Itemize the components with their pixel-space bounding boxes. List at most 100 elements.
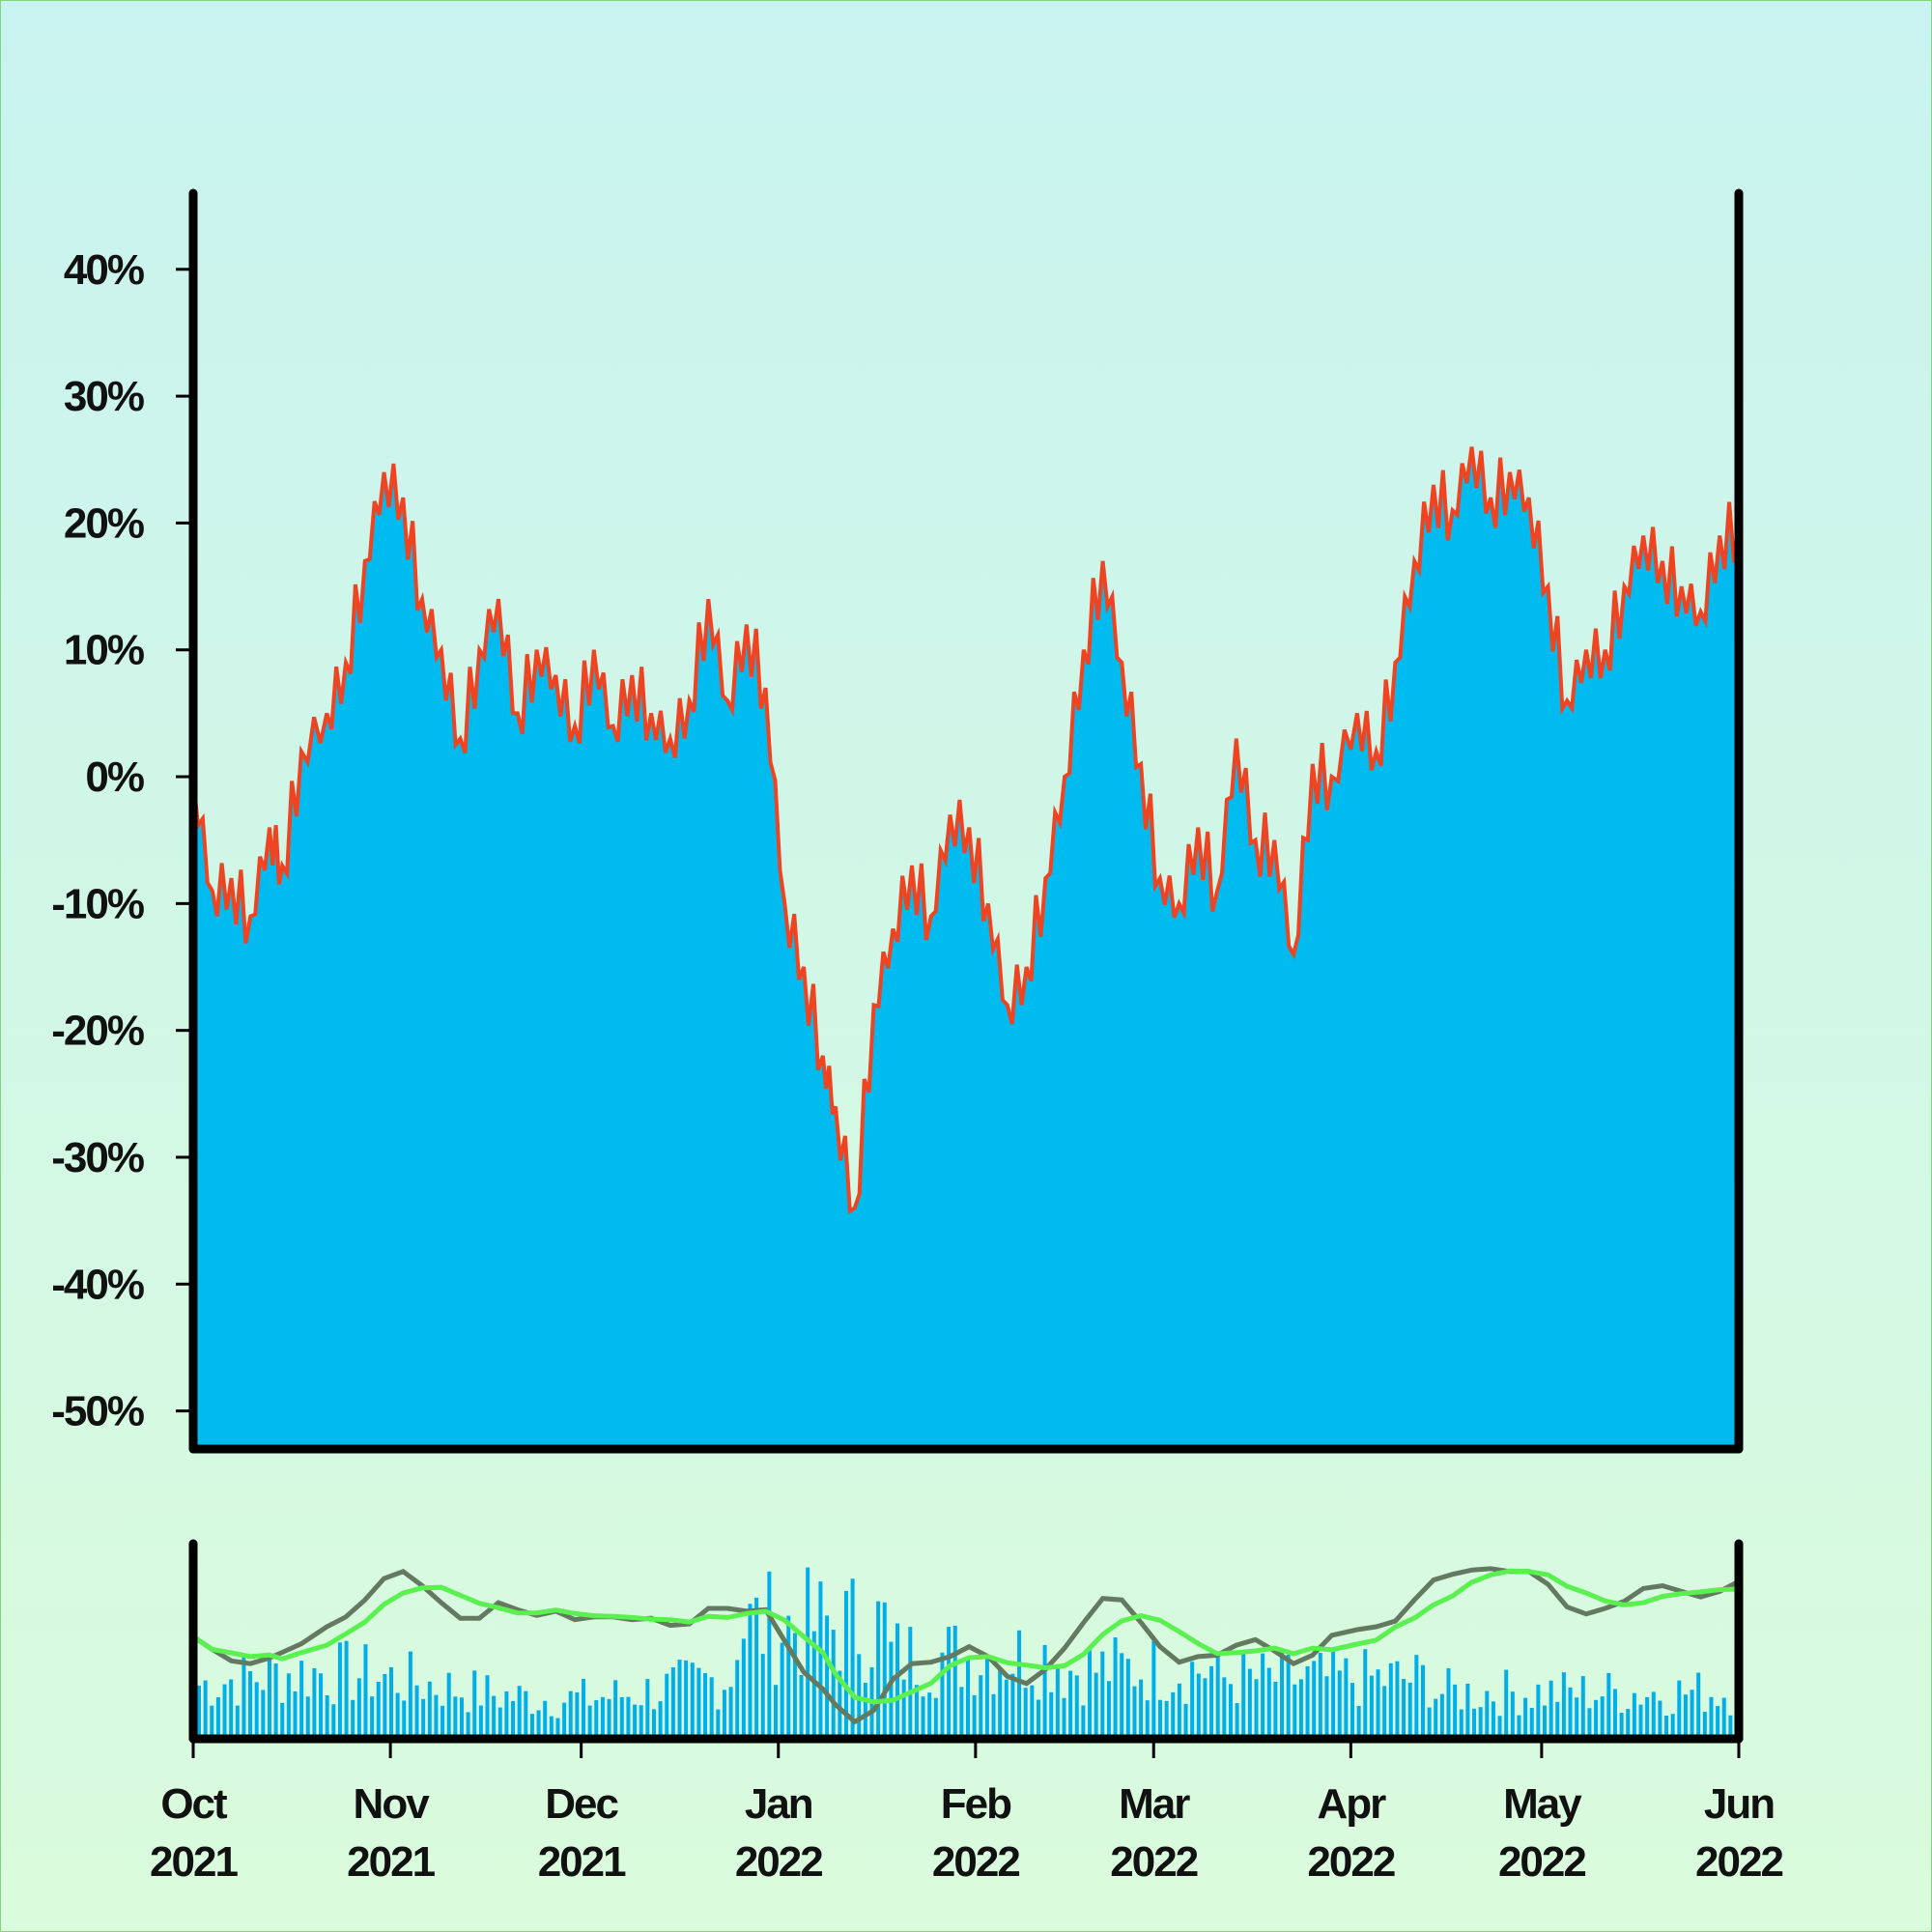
volume-bar: [1158, 1699, 1162, 1739]
volume-bar: [1113, 1637, 1118, 1739]
volume-bar: [594, 1700, 599, 1739]
volume-bar: [1222, 1677, 1227, 1739]
volume-bar: [959, 1687, 964, 1739]
volume-bar: [555, 1718, 560, 1739]
volume-bar: [1529, 1708, 1534, 1739]
volume-bar: [1106, 1681, 1111, 1739]
volume-bar: [1619, 1713, 1624, 1739]
volume-bar: [1632, 1692, 1636, 1739]
x-axis-ticks: Oct 2021 Nov 2021 Dec 2021 Jan 2022 Feb 2022 Mar 20…: [150, 1741, 1784, 1886]
volume-bar: [395, 1692, 400, 1739]
area-line: [191, 446, 1741, 1215]
volume-bar: [492, 1695, 497, 1739]
volume-bar: [908, 1627, 913, 1739]
volume-bar: [806, 1567, 810, 1739]
volume-bar: [497, 1707, 502, 1739]
volume-bar: [543, 1700, 548, 1739]
volume-bar: [1702, 1712, 1707, 1739]
volume-bar: [344, 1640, 349, 1739]
volume-bar: [434, 1694, 439, 1739]
volume-bar: [1728, 1715, 1733, 1739]
volume-bar: [1247, 1668, 1252, 1739]
volume-bar: [1344, 1658, 1349, 1739]
volume-bar: [210, 1705, 214, 1739]
volume-bar: [1575, 1697, 1579, 1739]
volume-bar: [984, 1657, 989, 1739]
volume-bar: [402, 1700, 407, 1739]
y-tick-label: 20%: [64, 499, 144, 547]
volume-bar: [914, 1685, 919, 1739]
moving-average-green: [191, 1568, 1740, 1705]
volume-bar: [485, 1675, 490, 1739]
volume-bar: [1100, 1651, 1105, 1739]
volume-bar: [991, 1693, 996, 1739]
x-tick-year: 2022: [735, 1838, 822, 1886]
x-tick-month: Dec: [545, 1780, 618, 1828]
volume-bar: [1151, 1640, 1156, 1739]
volume-bar: [1478, 1707, 1483, 1739]
volume-bar: [446, 1672, 451, 1739]
volume-bar: [1209, 1665, 1214, 1739]
volume-bar: [562, 1702, 567, 1739]
y-tick-label: 0%: [85, 753, 143, 801]
volume-bar: [1190, 1662, 1195, 1739]
volume-bar: [312, 1667, 317, 1739]
volume-bar: [947, 1627, 952, 1739]
volume-bar: [1485, 1690, 1490, 1739]
x-tick-month: Apr: [1317, 1780, 1386, 1828]
volume-bar: [1626, 1709, 1631, 1739]
x-tick-year: 2022: [1307, 1838, 1394, 1886]
volume-bar: [1690, 1690, 1694, 1739]
volume-bar: [741, 1638, 746, 1739]
volume-bar: [876, 1601, 881, 1739]
volume-bar: [1331, 1648, 1336, 1739]
volume-bar: [748, 1604, 753, 1739]
x-tick-month: May: [1503, 1780, 1582, 1828]
volume-bar: [363, 1644, 368, 1739]
x-tick-year: 2022: [1498, 1838, 1585, 1886]
volume-bar: [248, 1671, 253, 1739]
volume-bar: [677, 1660, 682, 1739]
volume-bar: [972, 1694, 977, 1739]
y-tick-label: 40%: [64, 246, 144, 294]
y-tick-label: -50%: [51, 1388, 144, 1435]
volume-bar: [568, 1690, 573, 1739]
volume-bar: [966, 1656, 970, 1739]
volume-bar: [786, 1615, 791, 1739]
volume-bar: [1196, 1673, 1201, 1739]
volume-bar: [1235, 1703, 1239, 1739]
volume-bar: [940, 1652, 945, 1739]
volume-bar: [1561, 1672, 1566, 1739]
volume-bar: [1350, 1683, 1354, 1739]
volume-bar: [1453, 1684, 1458, 1739]
volume-bar: [1555, 1701, 1560, 1739]
volume-bar: [651, 1709, 656, 1739]
volume-bar: [1312, 1661, 1317, 1739]
volume-bar: [1696, 1672, 1701, 1739]
moving-average-dark: [191, 1566, 1741, 1725]
volume-bar: [1081, 1705, 1086, 1739]
volume-bar: [1580, 1676, 1585, 1739]
volume-bar: [549, 1716, 554, 1739]
volume-bar: [1517, 1715, 1521, 1739]
volume-bar: [665, 1673, 669, 1739]
volume-bar: [427, 1681, 432, 1739]
volume-bar: [1645, 1696, 1650, 1739]
volume-bar: [254, 1682, 259, 1739]
volume-bar: [1414, 1655, 1419, 1739]
y-axis-ticks: 40% 30% 20% 10% 0% -10% -20% -30% -40% -50%: [51, 246, 191, 1435]
volume-bar: [1497, 1716, 1502, 1739]
volume-bar: [639, 1705, 643, 1739]
volume-bar: [735, 1660, 740, 1739]
volume-bar: [607, 1698, 611, 1739]
x-tick-month: Nov: [354, 1780, 431, 1828]
y-tick-label: 30%: [64, 373, 144, 420]
volume-bar: [684, 1660, 689, 1739]
volume-bar: [1004, 1679, 1009, 1739]
volume-bar: [1402, 1679, 1406, 1739]
main-plot: 40% 30% 20% 10% 0% -10% -20% -30% -40% -50%: [51, 188, 1744, 1454]
volume-bar: [331, 1704, 336, 1739]
volume-bar: [408, 1651, 412, 1739]
volume-bar: [979, 1675, 983, 1739]
